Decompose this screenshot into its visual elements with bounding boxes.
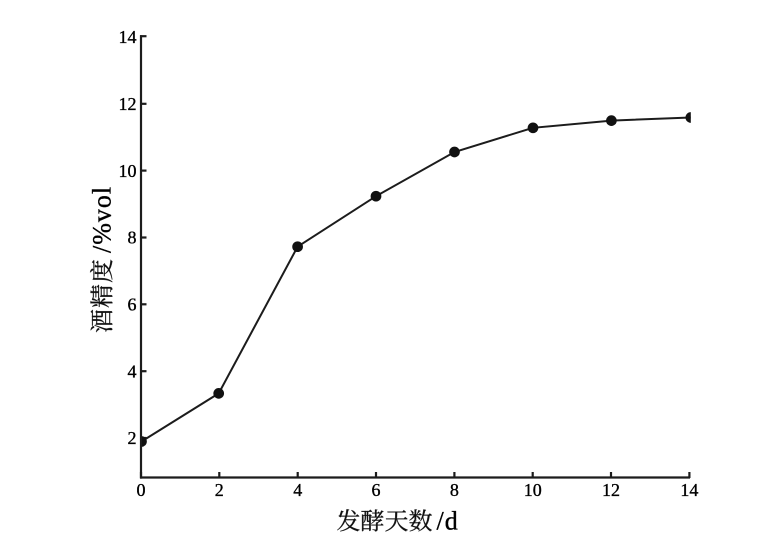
- svg-text:2: 2: [215, 480, 224, 500]
- svg-text:12: 12: [119, 94, 137, 114]
- svg-text:6: 6: [128, 295, 137, 315]
- svg-text:8: 8: [128, 228, 137, 248]
- svg-text:4: 4: [293, 480, 302, 500]
- svg-text:2: 2: [128, 428, 137, 448]
- svg-text:/d: /d: [437, 507, 459, 536]
- svg-text:4: 4: [128, 361, 137, 381]
- svg-text:14: 14: [119, 27, 137, 47]
- svg-text:12: 12: [602, 480, 620, 500]
- svg-text:10: 10: [524, 480, 542, 500]
- svg-text:14: 14: [680, 480, 698, 500]
- svg-text:6: 6: [372, 480, 381, 500]
- svg-text:0: 0: [137, 480, 146, 500]
- svg-text:10: 10: [119, 161, 137, 181]
- svg-text:8: 8: [450, 480, 459, 500]
- svg-text:/%vol: /%vol: [88, 186, 117, 253]
